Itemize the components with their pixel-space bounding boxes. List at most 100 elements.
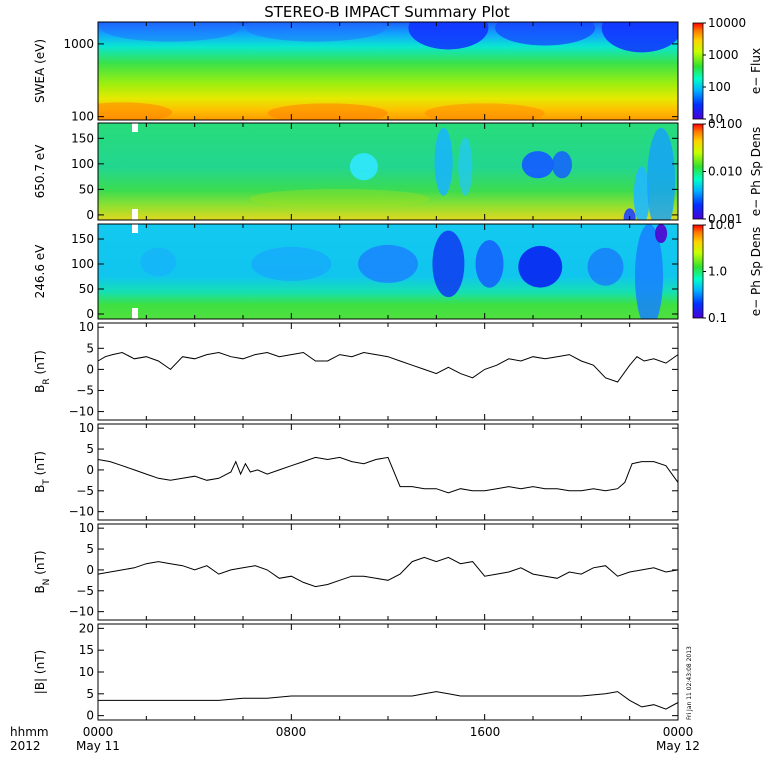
bn-frame <box>97 523 679 621</box>
swea-y-tick-label-0: 100 <box>71 110 94 124</box>
pad246-feature-2 <box>432 230 465 298</box>
bmag-series-line <box>98 691 679 710</box>
x-tick-label-1600: 1600 <box>470 725 501 739</box>
pad246-heatmap <box>98 224 678 319</box>
pad650-y-tick-label-3: 150 <box>71 131 94 145</box>
pad246-colorbar-tick-label-1: 1.0 <box>708 265 727 279</box>
bmag-y-tick-label-3: 15 <box>79 643 94 657</box>
pad246-feature-1 <box>251 246 332 281</box>
br-y-tick-label-2: 0 <box>86 362 94 376</box>
pad650-y-tick-label-1: 50 <box>79 182 94 196</box>
pad650-y-tick-label-0: 0 <box>86 208 94 222</box>
x-date-label-may12: May 12 <box>656 739 700 753</box>
plot-title: STEREO-B IMPACT Summary Plot <box>264 3 510 21</box>
swea-panel: 10 100 1000 10000 e− Flux 100 1000 SWEA (eV) <box>33 16 763 126</box>
br-series-line <box>97 351 679 383</box>
br-panel: −10 −5 0 5 10 BR (nT) <box>33 320 679 421</box>
bn-y-axis-label: BN (nT) <box>33 550 52 593</box>
pad246-feature-3 <box>475 240 504 288</box>
pad246-feature-4 <box>518 245 563 288</box>
pad650-colorbar-label: e− Ph Sp Dens <box>749 127 763 216</box>
bmag-frame <box>97 623 679 721</box>
bmag-y-tick-label-0: 0 <box>86 709 94 723</box>
swea-feature-0 <box>408 22 489 50</box>
bn-y-tick-label-4: 10 <box>79 521 94 535</box>
bmag-y-tick-label-4: 20 <box>79 621 94 635</box>
bt-y-tick-label-2: 0 <box>86 463 94 477</box>
pad650-feature-8 <box>623 208 636 220</box>
pad650-feature-4 <box>552 151 572 179</box>
pad650-y-axis-label: 650.7 eV <box>33 144 47 199</box>
pad246-data-gap-bottom <box>132 308 138 319</box>
br-y-axis-label: BR (nT) <box>33 350 52 393</box>
bt-y-axis-label: BT (nT) <box>33 451 52 493</box>
pad650-feature-2 <box>458 137 473 196</box>
x-label-2012: 2012 <box>10 739 41 753</box>
pad650-panel: 0.001 0.010 0.100 e− Ph Sp Dens 0 50 100 150 650… <box>33 117 763 226</box>
x-tick-label-0000-start: 0000 <box>83 725 114 739</box>
br-y-tick-label-1: −5 <box>76 383 94 397</box>
br-y-tick-label-3: 5 <box>86 341 94 355</box>
pad650-heatmap <box>98 123 678 220</box>
pad246-colorbar-label: e− Ph Sp Dens <box>749 227 763 316</box>
swea-feature-1 <box>495 22 596 46</box>
pad246-data-gap-top <box>132 224 138 233</box>
swea-colorbar <box>692 22 704 120</box>
swea-colorbar-label: e− Flux <box>749 48 763 94</box>
pad650-colorbar-tick-label-1: 0.010 <box>708 165 742 179</box>
bn-y-tick-label-0: −10 <box>69 605 94 619</box>
bn-panel: −10 −5 0 5 10 BN (nT) <box>33 521 679 621</box>
x-tick-label-0800: 0800 <box>276 725 307 739</box>
bn-y-tick-label-2: 0 <box>86 563 94 577</box>
bt-series-line <box>97 456 679 494</box>
x-date-label-may11: May 11 <box>76 739 120 753</box>
swea-feature-6 <box>267 103 388 120</box>
br-frame <box>97 322 679 421</box>
stamp-text: Fri Jan 11 02:43:08 2013 <box>686 646 693 720</box>
pad650-feature-0 <box>349 153 378 181</box>
pad246-feature-6 <box>635 224 663 319</box>
bt-y-tick-label-3: 5 <box>86 442 94 456</box>
bmag-y-axis-label: |B| (nT) <box>33 650 47 694</box>
bn-y-tick-label-3: 5 <box>86 542 94 556</box>
pad650-data-gap-bottom <box>132 209 138 220</box>
swea-colorbar-tick-label-1: 100 <box>708 80 731 94</box>
pad246-y-axis-label: 246.6 eV <box>33 244 47 299</box>
pad650-heatmap-background <box>98 123 678 220</box>
pad650-colorbar-tick-label-0: 0.001 <box>708 212 742 226</box>
pad650-feature-3 <box>521 151 554 179</box>
pad246-colorbar-tick-label-0: 0.1 <box>708 311 727 325</box>
pad650-feature-5 <box>633 166 650 220</box>
pad246-y-tick-label-3: 150 <box>71 232 94 246</box>
bt-y-tick-label-0: −10 <box>69 505 94 519</box>
bmag-y-tick-label-2: 10 <box>79 665 94 679</box>
swea-feature-4 <box>245 22 386 42</box>
pad650-feature-6 <box>647 127 676 220</box>
bt-y-tick-label-1: −5 <box>76 484 94 498</box>
swea-colorbar-tick-label-0: 10 <box>708 112 723 126</box>
swea-y-axis-label: SWEA (eV) <box>33 39 47 103</box>
pad246-feature-8 <box>140 247 177 277</box>
bmag-panel: 0 5 10 15 20 |B| (nT) <box>33 621 679 723</box>
swea-feature-2 <box>601 22 678 53</box>
pad246-y-tick-label-1: 50 <box>79 282 94 296</box>
swea-colorbar-tick-label-3: 10000 <box>708 16 746 30</box>
bt-frame <box>97 423 679 521</box>
bmag-y-tick-label-1: 5 <box>86 687 94 701</box>
x-axis-labels: hhmm 2012 0000 0800 1600 0000 May 11 May… <box>10 725 700 753</box>
pad246-feature-5 <box>587 247 624 286</box>
bn-y-tick-label-1: −5 <box>76 584 94 598</box>
pad246-feature-7 <box>655 224 668 243</box>
x-label-hhmm: hhmm <box>10 725 49 739</box>
swea-feature-3 <box>100 22 241 42</box>
swea-heatmap <box>98 22 678 120</box>
pad246-y-tick-label-0: 0 <box>86 307 94 321</box>
pad650-y-tick-label-2: 100 <box>71 157 94 171</box>
bt-y-tick-label-4: 10 <box>79 421 94 435</box>
pad246-feature-0 <box>358 244 418 283</box>
swea-colorbar-tick-label-2: 1000 <box>708 48 739 62</box>
pad246-colorbar <box>692 224 704 319</box>
br-y-tick-label-0: −10 <box>69 405 94 419</box>
swea-feature-7 <box>424 103 545 120</box>
